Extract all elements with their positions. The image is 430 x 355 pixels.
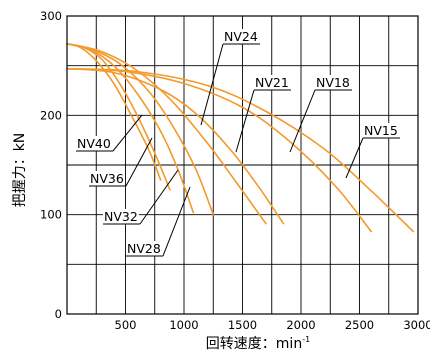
x-tick-label: 3000	[403, 318, 430, 332]
leader-line	[125, 137, 153, 187]
callout-nv36: NV36	[89, 137, 153, 187]
series-label: NV32	[104, 209, 138, 224]
leader-line	[139, 169, 179, 225]
callout-nv15: NV15	[345, 123, 400, 179]
series-label: NV18	[316, 75, 350, 90]
x-tick-label: 1000	[169, 318, 198, 332]
series-label: NV28	[127, 241, 161, 256]
label-background	[315, 75, 351, 90]
leader-line	[289, 89, 316, 153]
leader-line	[112, 114, 143, 152]
y-tick-label: 0	[55, 307, 62, 321]
series-line-nv24	[66, 43, 267, 225]
label-background	[363, 123, 399, 138]
x-tick-label: 2500	[345, 318, 374, 332]
callout-nv28: NV28	[126, 186, 191, 257]
series-line-nv21	[66, 67, 285, 225]
plot-border	[66, 15, 419, 315]
callout-nv40: NV40	[76, 114, 143, 152]
series-line-nv32	[66, 43, 195, 214]
series-line-nv40	[66, 43, 162, 181]
leader-line	[200, 43, 224, 126]
x-tick-label: 500	[115, 318, 137, 332]
label-background	[223, 29, 259, 44]
y-tick-label: 100	[40, 208, 62, 222]
y-tick-label: 200	[40, 108, 62, 122]
callout-nv32: NV32	[103, 169, 179, 225]
callout-nv21: NV21	[235, 75, 291, 153]
series-line-nv15	[66, 67, 415, 233]
label-background	[254, 75, 290, 90]
y-tick-label: 300	[40, 9, 62, 23]
tick-labels: 500 1000 1500 2000 2500 3000 0 100 200 300	[40, 9, 430, 332]
series-lines	[66, 43, 415, 233]
x-tick-label: 1500	[228, 318, 257, 332]
x-tick-label: 2000	[286, 318, 315, 332]
leader-line	[345, 137, 364, 179]
series-label: NV40	[77, 136, 111, 151]
series-callouts: NV24 NV21 NV18 NV15 NV40 NV36 NV32 NV28	[76, 29, 400, 257]
callout-nv18: NV18	[289, 75, 352, 153]
leader-line	[235, 89, 255, 153]
series-label: NV15	[364, 123, 398, 138]
x-axis-title: 回转速度：min-1	[206, 335, 310, 352]
leader-line	[162, 186, 191, 257]
label-background	[126, 241, 162, 256]
series-line-nv18	[66, 67, 372, 233]
label-background	[76, 136, 112, 151]
plot-frame	[66, 15, 419, 315]
callout-nv24: NV24	[200, 29, 260, 126]
y-axis-title: 把握力：kN	[12, 133, 28, 208]
label-background	[103, 209, 139, 224]
series-label: NV36	[90, 171, 124, 186]
series-label: NV21	[255, 75, 289, 90]
label-background	[89, 171, 125, 186]
series-label: NV24	[224, 29, 258, 44]
x-axis-title-exponent: -1	[302, 335, 310, 344]
